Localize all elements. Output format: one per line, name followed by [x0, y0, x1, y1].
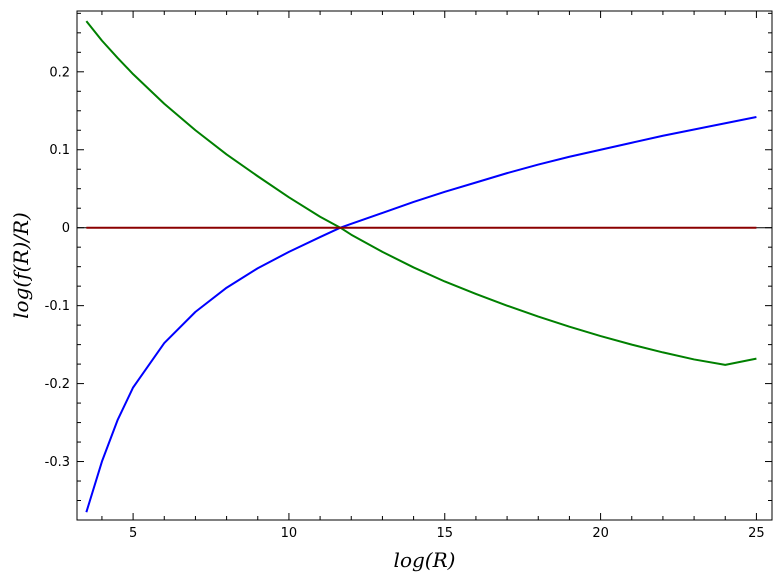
- y-tick-label: 0: [62, 221, 70, 236]
- ticks-layer: [77, 11, 772, 521]
- x-tick-label: 20: [592, 526, 609, 541]
- y-tick-label: -0.1: [45, 299, 70, 314]
- y-tick-label: 0.2: [49, 65, 70, 80]
- plot-frame: [76, 10, 773, 521]
- series-line-1: [85, 116, 757, 513]
- x-tick-label: 5: [129, 526, 137, 541]
- x-tick-label: 10: [281, 526, 298, 541]
- series-line-2: [85, 20, 757, 366]
- x-tick-label: 15: [436, 526, 453, 541]
- tick-labels-layer: 5 10 15 20 25 -0.3 -0.2 -0.1 0 0.1 0.2: [45, 65, 765, 541]
- y-axis-title: log(f(R)/R): [9, 212, 33, 319]
- series-layer: [85, 20, 757, 513]
- x-axis-title: log(R): [394, 548, 456, 572]
- y-tick-label: 0.1: [49, 143, 70, 158]
- x-tick-label: 25: [748, 526, 765, 541]
- y-tick-label: -0.2: [45, 377, 70, 392]
- y-tick-label: -0.3: [45, 455, 70, 470]
